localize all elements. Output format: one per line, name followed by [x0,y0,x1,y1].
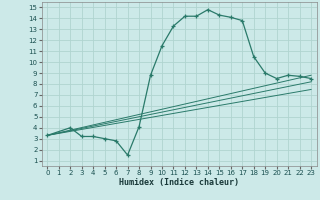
X-axis label: Humidex (Indice chaleur): Humidex (Indice chaleur) [119,178,239,187]
